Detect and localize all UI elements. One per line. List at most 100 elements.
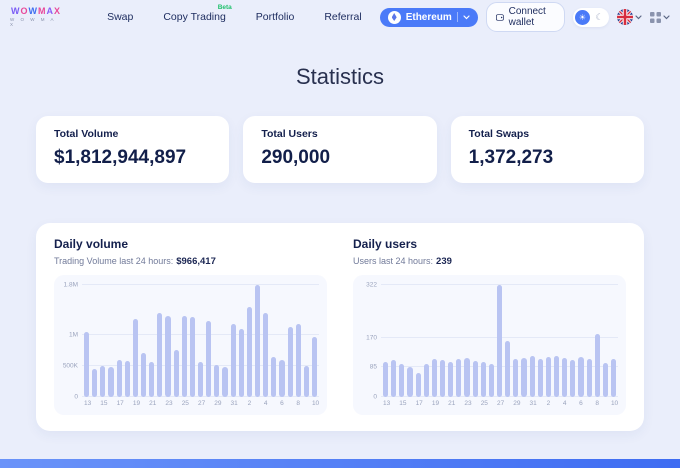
network-selector-label: Ethereum [405, 11, 452, 23]
chart-bar [124, 360, 130, 397]
grid-icon [650, 11, 661, 23]
chart-bar [513, 359, 519, 397]
chart-bar [230, 323, 236, 397]
x-tick-label [473, 400, 478, 409]
plot-area [82, 284, 319, 397]
x-tick-label [157, 400, 162, 409]
chart-bar [391, 360, 397, 397]
chart-bar [407, 367, 413, 397]
network-selector-button[interactable]: Ethereum [379, 7, 478, 27]
nav-item-portfolio[interactable]: Portfolio [255, 11, 295, 23]
daily-volume-chart: Daily volume Trading Volume last 24 hour… [54, 237, 327, 415]
x-tick-label [489, 400, 494, 409]
sun-icon[interactable]: ☀ [575, 9, 590, 25]
logo-glyphs: W O W M A X [11, 7, 60, 16]
x-tick-label [92, 400, 97, 409]
x-tick-label: 17 [415, 400, 423, 407]
grid-line [381, 284, 618, 285]
x-tick-label [304, 400, 309, 409]
chart-bar [197, 362, 204, 397]
x-tick-label: 27 [197, 400, 206, 407]
chart-bar [464, 358, 470, 397]
chart-bar [206, 321, 212, 397]
y-tick-label: 322 [366, 281, 377, 289]
nav-links: Swap Copy Trading Beta Portfolio Referra… [107, 4, 362, 23]
x-tick-label [407, 400, 412, 409]
chart-bar [238, 328, 244, 397]
x-tick-label: 2 [247, 400, 252, 407]
x-tick-label [239, 400, 244, 409]
x-tick-label: 4 [263, 400, 268, 407]
y-tick-label: 1.8M [63, 281, 78, 289]
x-tick-label [505, 400, 510, 409]
ethereum-icon [387, 10, 401, 24]
wallet-icon [495, 13, 504, 21]
stat-value: 1,372,273 [468, 147, 554, 168]
chevron-down-icon [663, 14, 670, 19]
chart-subtitle: Users last 24 hours: 239 [353, 256, 626, 267]
x-tick-label [570, 400, 575, 409]
chart-bar [423, 363, 429, 397]
nav-item-copy-trading[interactable]: Copy Trading Beta [163, 4, 231, 23]
logo-glyph: W [11, 6, 20, 16]
chart-bar [431, 358, 437, 397]
chart-bar [529, 355, 535, 397]
wowmax-logo[interactable]: W O W M A X W O W M A X [10, 7, 61, 27]
stat-value: 290,000 [261, 147, 331, 168]
x-tick-label: 10 [610, 400, 619, 407]
x-tick-label: 19 [132, 400, 141, 407]
chart-bar [84, 331, 90, 397]
x-tick-label: 8 [595, 400, 600, 407]
chart-bar [222, 367, 228, 397]
stat-card-total-swaps: Total Swaps 1,372,273 [450, 116, 644, 183]
chart-bar [246, 306, 252, 397]
y-tick-label: 170 [366, 334, 377, 342]
x-tick-label [288, 400, 293, 409]
stat-label: Total Swaps [468, 128, 530, 140]
chart-bar [287, 327, 293, 397]
x-tick-label: 29 [513, 400, 521, 407]
x-tick-label [206, 400, 211, 409]
y-tick-label: 1M [68, 331, 78, 339]
language-selector[interactable] [617, 9, 642, 25]
theme-toggle[interactable]: ☀ ☾ [573, 7, 609, 27]
nav-item-referral[interactable]: Referral [324, 11, 362, 23]
chart-bar [279, 359, 285, 397]
top-nav: W O W M A X W O W M A X Swap Copy Tradin… [0, 0, 680, 34]
x-tick-label [141, 400, 146, 409]
x-axis: 13 15 17 19 21 23 25 27 29 31 2 4 6 8 10 [82, 400, 319, 409]
stat-label: Total Volume [54, 128, 119, 140]
x-tick-label [424, 400, 429, 409]
chart-bar [108, 367, 114, 397]
chart-bar [271, 357, 277, 397]
x-tick-label: 10 [311, 400, 320, 407]
y-axis: 0 500K 1M 1.8M [58, 281, 82, 401]
moon-icon[interactable]: ☾ [595, 11, 604, 22]
x-tick-label: 19 [431, 400, 440, 407]
chevron-down-icon [463, 14, 470, 19]
divider [456, 12, 458, 22]
chart-bar [399, 363, 405, 397]
apps-menu[interactable] [650, 11, 670, 23]
nav-controls: Ethereum Connect wallet ☀ ☾ [379, 2, 670, 32]
y-axis: 0 85 170 322 [357, 281, 381, 401]
x-tick-label [554, 400, 559, 409]
chart-bar [545, 357, 551, 397]
chart-bar [456, 359, 462, 397]
chart-bar [254, 285, 261, 397]
chart-bar [295, 323, 301, 397]
nav-item-swap[interactable]: Swap [107, 11, 134, 23]
x-tick-label: 29 [214, 400, 222, 407]
y-tick-label: 0 [74, 393, 78, 401]
chart-bar [100, 365, 106, 397]
grid-line [82, 284, 319, 285]
logo-glyph: M [38, 6, 46, 16]
chart-bar [165, 316, 171, 397]
x-tick-label: 21 [149, 400, 157, 407]
chart-bar [610, 358, 617, 397]
x-tick-label: 8 [296, 400, 301, 407]
chart-subtitle-value: 239 [436, 256, 452, 267]
chart-bar [586, 358, 592, 397]
chart-bar [311, 336, 318, 397]
connect-wallet-button[interactable]: Connect wallet [485, 2, 565, 32]
